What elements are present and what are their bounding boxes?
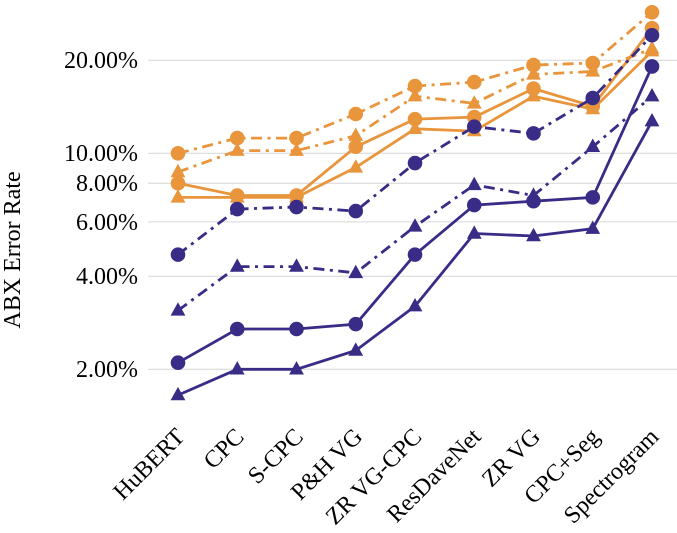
data-point-marker <box>466 176 482 191</box>
data-point-marker <box>526 187 541 201</box>
x-category-label: HuBERT <box>109 424 191 506</box>
data-point-marker <box>644 4 660 20</box>
data-point-marker <box>407 111 423 127</box>
data-point-marker <box>348 342 364 356</box>
data-point-marker <box>229 201 245 217</box>
series-orange-solid-circle <box>170 20 660 203</box>
data-point-marker <box>348 127 364 141</box>
data-point-marker <box>348 139 364 155</box>
data-point-marker <box>585 55 601 71</box>
data-point-marker <box>526 57 541 73</box>
y-tick-label: 20.00% <box>64 48 138 74</box>
data-point-marker <box>289 361 304 375</box>
data-point-marker <box>407 298 423 312</box>
data-point-marker <box>170 386 186 401</box>
y-tick-label: 8.00% <box>76 171 138 197</box>
data-point-marker <box>348 264 364 279</box>
data-point-marker <box>170 355 186 371</box>
series-orange-dashdot-triangle <box>170 40 660 178</box>
data-point-marker <box>348 159 364 173</box>
data-point-marker <box>170 189 186 203</box>
data-point-marker <box>407 78 423 94</box>
data-point-marker <box>526 126 541 141</box>
data-point-marker <box>170 302 186 316</box>
data-point-marker <box>407 247 423 262</box>
series-orange-solid-triangle <box>170 43 660 203</box>
series-lines <box>170 4 660 401</box>
data-point-marker <box>289 188 304 203</box>
data-point-marker <box>585 190 601 205</box>
data-point-marker <box>348 316 364 332</box>
y-tick-label: 6.00% <box>76 210 138 236</box>
series-purple-solid-circle <box>170 59 660 371</box>
data-point-marker <box>407 88 423 102</box>
data-point-marker <box>229 361 245 375</box>
data-point-marker <box>348 203 364 219</box>
data-point-marker <box>229 258 245 272</box>
data-point-marker <box>229 142 245 156</box>
y-tick-label: 4.00% <box>76 264 138 290</box>
series-line-purple-solid-circle <box>177 65 654 364</box>
data-point-marker <box>289 199 304 215</box>
data-point-marker <box>644 27 660 43</box>
data-point-marker <box>170 163 186 178</box>
series-line-purple-dashdot-circle <box>177 34 654 256</box>
series-purple-dashdot-triangle <box>170 88 660 316</box>
data-point-marker <box>466 197 482 213</box>
data-point-marker <box>348 106 364 122</box>
data-point-marker <box>585 138 601 152</box>
data-point-marker <box>466 95 482 109</box>
y-axis-title: ABX Error Rate <box>0 171 26 328</box>
data-point-marker <box>466 74 482 90</box>
data-point-marker <box>466 225 482 239</box>
data-point-marker <box>289 142 304 156</box>
data-point-marker <box>407 155 423 171</box>
y-tick-label: 10.00% <box>64 141 138 167</box>
data-point-marker <box>289 258 304 272</box>
data-point-marker <box>644 40 660 54</box>
y-tick-label: 2.00% <box>76 357 138 383</box>
data-point-marker <box>526 227 541 242</box>
data-point-marker <box>466 119 482 134</box>
data-point-marker <box>289 130 304 146</box>
x-category-label: CPC <box>199 424 249 474</box>
data-point-marker <box>229 321 245 337</box>
data-point-marker <box>644 88 660 102</box>
data-point-marker <box>526 81 541 96</box>
data-point-marker <box>170 247 186 262</box>
series-purple-dashdot-circle <box>170 27 660 262</box>
data-point-marker <box>170 146 186 161</box>
data-point-marker <box>289 321 304 337</box>
series-orange-dashdot-circle <box>170 4 660 161</box>
series-line-orange-dashdot-circle <box>177 11 653 155</box>
data-point-marker <box>644 59 660 74</box>
data-point-marker <box>585 220 601 234</box>
series-purple-solid-triangle <box>170 113 660 401</box>
data-point-marker <box>170 175 186 191</box>
data-point-marker <box>526 66 541 80</box>
y-axis-tick-labels: 20.00% 10.00% 8.00% 6.00% 4.00% 2.00% <box>64 48 138 383</box>
data-point-marker <box>229 188 245 203</box>
data-point-marker <box>229 130 245 146</box>
data-point-marker <box>407 218 423 232</box>
data-point-marker <box>644 113 660 127</box>
data-point-marker <box>585 90 601 106</box>
data-point-marker <box>407 120 423 135</box>
